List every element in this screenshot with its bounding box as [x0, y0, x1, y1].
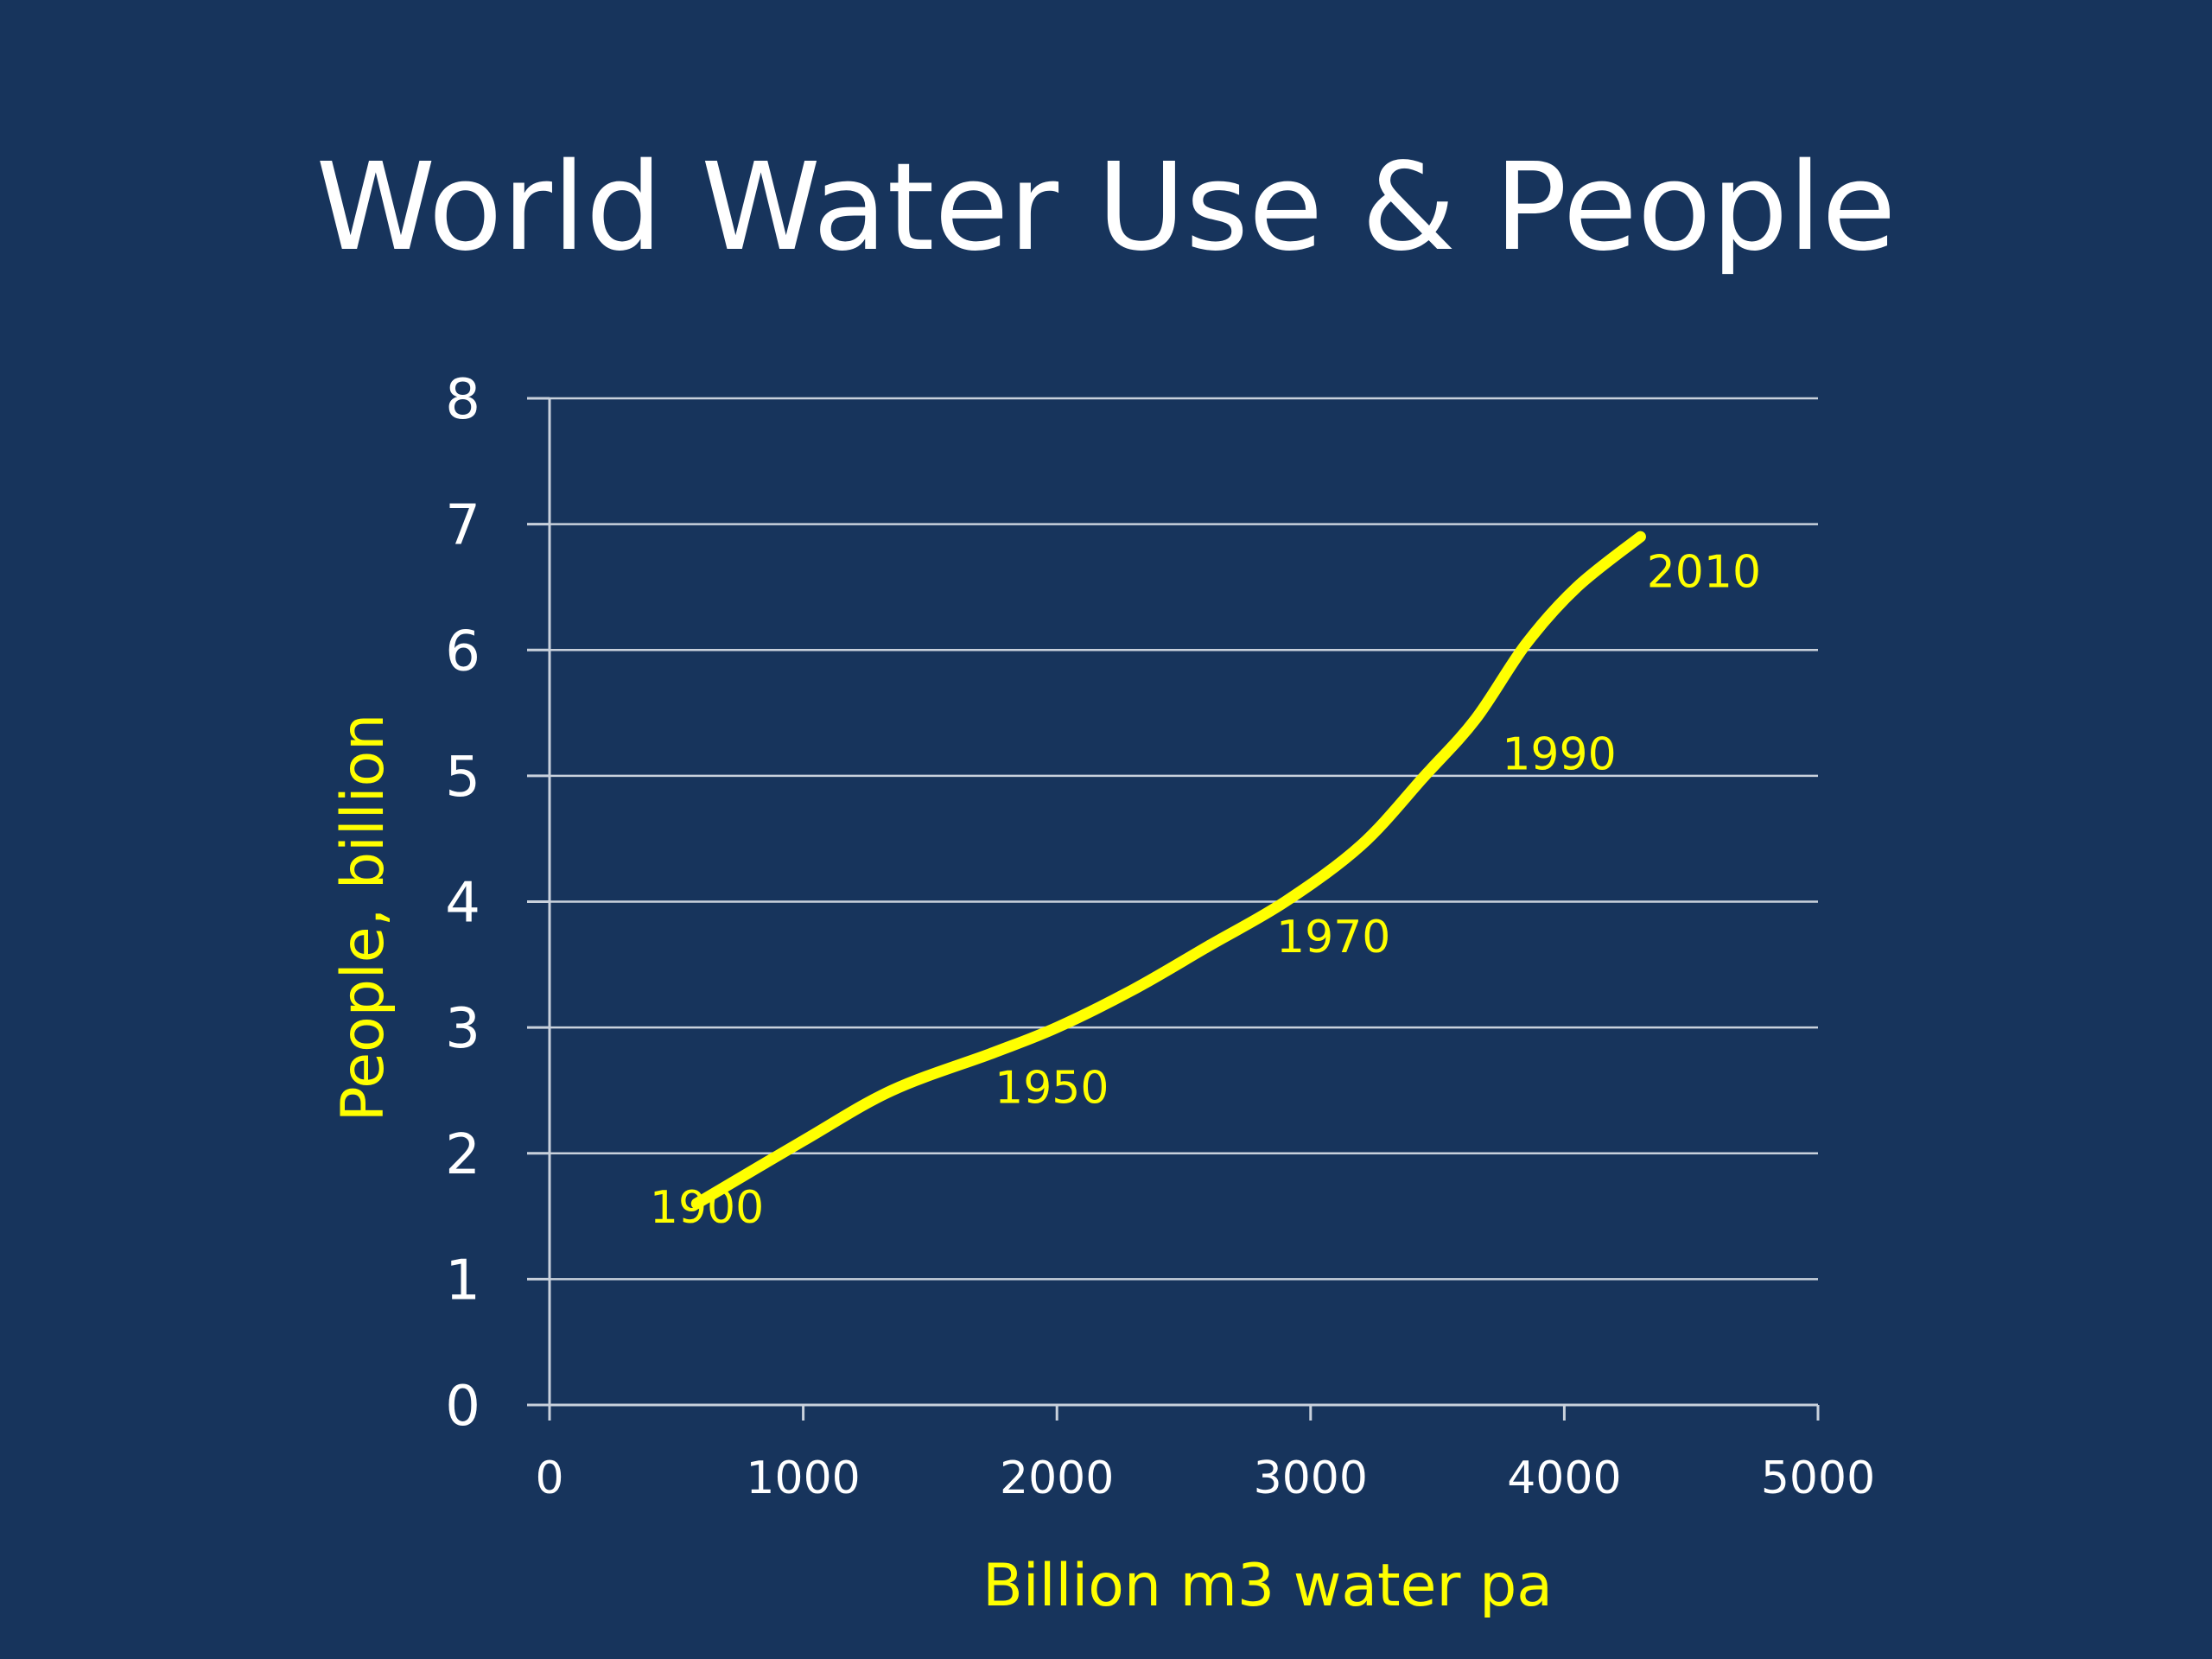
y-tick-label-7: 7: [445, 494, 480, 558]
y-tick-label-4: 4: [445, 872, 480, 936]
y-tick-label-3: 3: [445, 997, 480, 1061]
point-label-1950: 1950: [995, 1063, 1109, 1115]
x-tick-label-0: 0: [535, 1452, 563, 1504]
y-axis-label: People, billion: [329, 714, 397, 1122]
y-tick-label-1: 1: [445, 1249, 480, 1313]
x-tick-label-1000: 1000: [746, 1452, 860, 1504]
x-tick-label-4000: 4000: [1507, 1452, 1621, 1504]
grid: [550, 397, 1818, 1281]
chart-title: World Water Use & People: [316, 137, 1897, 278]
y-tick-label-8: 8: [445, 368, 480, 432]
series-line-0: [690, 531, 1646, 1210]
x-tick-label-3000: 3000: [1254, 1452, 1368, 1504]
point-label-2010: 2010: [1647, 546, 1761, 598]
y-tick-label-5: 5: [445, 746, 480, 810]
x-tick-label-2000: 2000: [1000, 1452, 1114, 1504]
y-tick-label-2: 2: [445, 1123, 480, 1187]
point-labels: 1900 1950 1970 1990 2010: [650, 546, 1761, 1233]
y-tick-label-0: 0: [445, 1375, 480, 1439]
series-layer: [690, 531, 1646, 1210]
point-label-1990: 1990: [1502, 729, 1616, 781]
x-axis-label: Billion m3 water pa: [982, 1552, 1553, 1620]
axes: 0 1 2 3 4 5 6 7 8 0 1000 2000 3000 4000 5000: [445, 368, 1875, 1504]
y-tick-label-6: 6: [445, 620, 480, 683]
point-label-1900: 1900: [650, 1182, 764, 1234]
point-label-1970: 1970: [1276, 912, 1390, 963]
x-tick-label-5000: 5000: [1761, 1452, 1875, 1504]
